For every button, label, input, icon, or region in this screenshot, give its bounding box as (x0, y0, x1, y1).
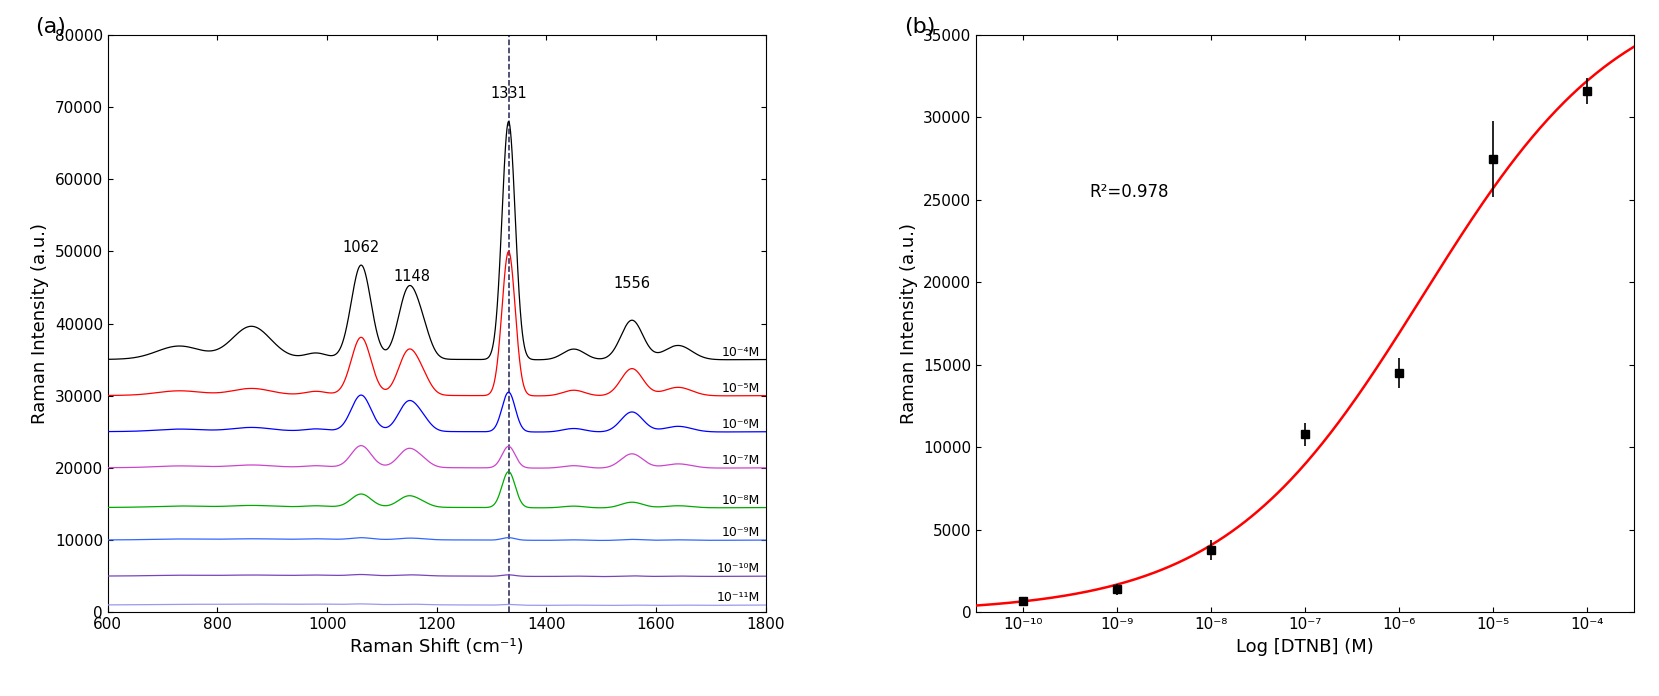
Text: 10⁻⁹M: 10⁻⁹M (722, 526, 760, 539)
Text: 1556: 1556 (614, 276, 650, 291)
Y-axis label: Raman Intensity (a.u.): Raman Intensity (a.u.) (899, 223, 917, 424)
X-axis label: Raman Shift (cm⁻¹): Raman Shift (cm⁻¹) (350, 638, 524, 656)
Text: 10⁻⁶M: 10⁻⁶M (722, 418, 760, 431)
Text: (b): (b) (904, 17, 936, 38)
Text: 1148: 1148 (393, 269, 431, 284)
Y-axis label: Raman Intensity (a.u.): Raman Intensity (a.u.) (32, 223, 50, 424)
Text: 10⁻⁵M: 10⁻⁵M (722, 382, 760, 395)
Text: 10⁻⁴M: 10⁻⁴M (722, 346, 760, 358)
Text: R²=0.978: R²=0.978 (1088, 183, 1168, 201)
Text: 10⁻⁸M: 10⁻⁸M (722, 493, 760, 507)
X-axis label: Log [DTNB] (M): Log [DTNB] (M) (1236, 638, 1374, 656)
Text: 1331: 1331 (489, 86, 528, 101)
Text: (a): (a) (35, 17, 66, 38)
Text: 10⁻⁷M: 10⁻⁷M (722, 454, 760, 467)
Text: 1062: 1062 (342, 240, 380, 255)
Text: 10⁻¹¹M: 10⁻¹¹M (717, 591, 760, 604)
Text: 10⁻¹⁰M: 10⁻¹⁰M (717, 562, 760, 576)
